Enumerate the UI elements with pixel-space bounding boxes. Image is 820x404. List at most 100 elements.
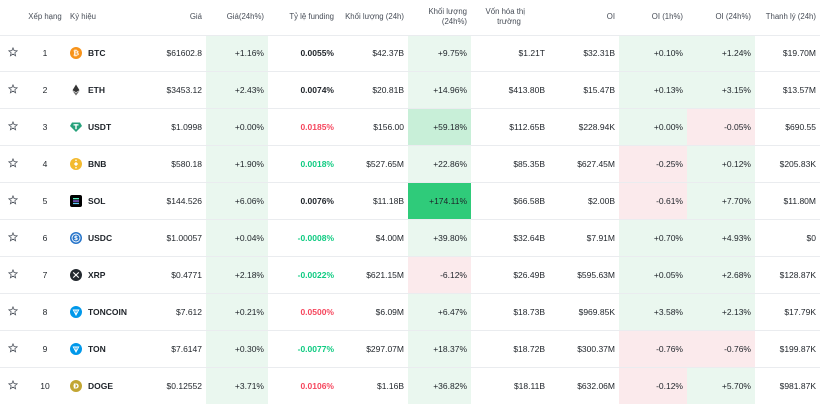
symbol-cell[interactable]: ETH (64, 71, 144, 109)
symbol-label[interactable]: BTC (88, 48, 106, 59)
symbol-label[interactable]: USDT (88, 122, 112, 133)
header-rank[interactable]: Xếp hạng (28, 12, 62, 22)
volume-cell: $11.18B (338, 182, 408, 220)
header-oi-24h[interactable]: OI (24h%) (715, 12, 751, 22)
favorite-star-button[interactable] (0, 182, 26, 220)
star-icon[interactable] (8, 231, 18, 244)
table-row[interactable]: 4 BNB $580.18 +1.90% 0.0018% $527.65M +22.86% $… (0, 145, 820, 183)
table-row[interactable]: 3 USDT $1.0998 +0.00% 0.0185% $156.00 +59.18% $… (0, 108, 820, 146)
header-liquidation[interactable]: Thanh lý (24h) (765, 12, 816, 22)
symbol-label[interactable]: XRP (88, 269, 106, 280)
svg-text:Ð: Ð (73, 382, 79, 390)
rank-cell: 7 (26, 255, 64, 294)
market-cap-cell: $1.21T (471, 34, 549, 72)
table-row[interactable]: 10 Ð DOGE $0.12552 +3.71% 0.0106% $1.16B +36.82… (0, 366, 820, 404)
table-row[interactable]: 1 ₿ BTC $61602.8 +1.16% 0.0055% $42.37B +9.75% $… (0, 34, 820, 72)
header-price[interactable]: Giá (189, 12, 202, 22)
table-row[interactable]: 8 TONCOIN $7.612 +0.21% 0.0500% $6.09M +6.47% $… (0, 292, 820, 331)
symbol-label[interactable]: USDC (88, 232, 113, 243)
header-funding[interactable]: Tỷ lệ funding (289, 12, 334, 22)
volume-change-cell: +36.82% (408, 366, 471, 404)
star-icon[interactable] (8, 195, 18, 207)
symbol-label[interactable]: SOL (88, 196, 106, 206)
oi-24h-change-cell: +7.70% (687, 182, 755, 220)
favorite-star-button[interactable] (0, 34, 26, 72)
volume-change-cell: +9.75% (408, 34, 471, 72)
symbol-cell[interactable]: SOL (64, 182, 144, 220)
symbol-cell[interactable]: $ USDC (64, 218, 144, 257)
price-cell: $1.0998 (144, 108, 206, 146)
header-volume[interactable]: Khối lượng (24h) (345, 12, 404, 22)
star-icon[interactable] (8, 84, 18, 96)
funding-rate-cell: 0.0500% (268, 292, 338, 331)
symbol-cell[interactable]: TONCOIN (64, 292, 144, 331)
table-row[interactable]: 7 XRP $0.4771 +2.18% -0.0022% $621.15M -6.12% $… (0, 255, 820, 294)
market-cap-cell: $112.65B (471, 108, 549, 146)
favorite-star-button[interactable] (0, 366, 26, 404)
favorite-star-button[interactable] (0, 292, 26, 331)
rank-cell: 6 (26, 218, 64, 257)
oi-1h-change-cell: +0.13% (619, 71, 687, 109)
rank-cell: 3 (26, 108, 64, 146)
symbol-cell[interactable]: USDT (64, 108, 144, 146)
table-row[interactable]: 6 $ USDC $1.00057 +0.04% -0.0008% $4.00M +39.80… (0, 218, 820, 257)
symbol-cell[interactable]: TON (64, 329, 144, 368)
oi-24h-change-cell: -0.76% (687, 329, 755, 368)
symbol-label[interactable]: TONCOIN (88, 306, 128, 317)
star-icon[interactable] (8, 379, 18, 392)
header-volume-change[interactable]: Khối lượng (24h%) (428, 7, 467, 27)
funding-rate-cell: 0.0106% (268, 366, 338, 404)
star-icon[interactable] (8, 158, 18, 170)
star-icon[interactable] (8, 305, 18, 318)
header-market-cap[interactable]: Vốn hóa thị trường (471, 0, 549, 35)
table-row[interactable]: 5 SOL $144.526 +6.06% 0.0076% $11.18B +174.11%… (0, 182, 820, 220)
usdt-icon (70, 121, 82, 133)
volume-change-cell: -6.12% (408, 255, 471, 294)
symbol-cell[interactable]: XRP (64, 255, 144, 294)
star-icon[interactable] (8, 268, 18, 281)
favorite-star-button[interactable] (0, 218, 26, 257)
funding-rate-cell: -0.0077% (268, 329, 338, 368)
table-row[interactable]: 2 ETH $3453.12 +2.43% 0.0074% $20.81B +14.96% $… (0, 71, 820, 109)
price-change-cell: +0.30% (206, 329, 268, 368)
header-oi-1h[interactable]: OI (1h%) (651, 12, 683, 22)
price-cell: $0.4771 (144, 255, 206, 294)
star-icon[interactable] (8, 342, 18, 355)
symbol-label[interactable]: TON (88, 343, 106, 354)
favorite-star-button[interactable] (0, 329, 26, 368)
star-icon[interactable] (8, 121, 18, 133)
bnb-icon (70, 158, 82, 171)
liquidation-cell: $981.87K (755, 366, 820, 404)
rank-cell: 5 (26, 182, 64, 220)
symbol-cell[interactable]: Ð DOGE (64, 366, 144, 404)
table-header: Xếp hạng Ký hiệu Giá Giá(24h%) Tỷ lệ fun… (0, 0, 820, 35)
favorite-star-button[interactable] (0, 255, 26, 294)
header-price-change[interactable]: Giá(24h%) (226, 12, 264, 22)
symbol-label[interactable]: DOGE (88, 380, 114, 391)
favorite-star-button[interactable] (0, 108, 26, 146)
liquidation-cell: $13.57M (755, 71, 820, 109)
volume-cell: $42.37B (338, 34, 408, 72)
rank-cell: 10 (26, 366, 64, 404)
favorite-star-button[interactable] (0, 71, 26, 109)
header-market-cap-line2: trường (497, 17, 521, 27)
price-change-cell: +2.43% (206, 71, 268, 109)
symbol-label[interactable]: BNB (88, 159, 107, 170)
header-oi[interactable]: OI (606, 12, 615, 22)
header-symbol[interactable]: Ký hiệu (70, 12, 97, 22)
open-interest-cell: $32.31B (549, 34, 619, 72)
open-interest-cell: $300.37M (549, 329, 619, 368)
table-row[interactable]: 9 TON $7.6147 +0.30% -0.0077% $297.07M +18.37%… (0, 329, 820, 368)
volume-cell: $527.65M (338, 145, 408, 183)
symbol-label[interactable]: ETH (88, 85, 105, 96)
volume-cell: $621.15M (338, 255, 408, 294)
usdc-icon: $ (70, 231, 82, 244)
table-body: 1 ₿ BTC $61602.8 +1.16% 0.0055% $42.37B +9.75% $… (0, 34, 820, 404)
symbol-cell[interactable]: ₿ BTC (64, 34, 144, 72)
favorite-star-button[interactable] (0, 145, 26, 183)
symbol-cell[interactable]: BNB (64, 145, 144, 183)
star-icon[interactable] (8, 47, 18, 59)
volume-change-cell: +14.96% (408, 71, 471, 109)
price-cell: $7.612 (144, 292, 206, 331)
